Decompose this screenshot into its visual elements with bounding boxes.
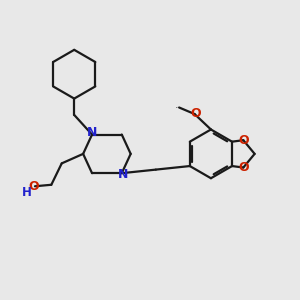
Text: methoxy: methoxy: [176, 107, 182, 108]
Text: O: O: [29, 180, 39, 193]
Text: O: O: [238, 134, 249, 147]
Text: N: N: [118, 168, 128, 181]
Text: O: O: [190, 107, 201, 120]
Text: H: H: [22, 186, 32, 199]
Text: O: O: [238, 161, 249, 174]
Text: N: N: [87, 126, 97, 139]
